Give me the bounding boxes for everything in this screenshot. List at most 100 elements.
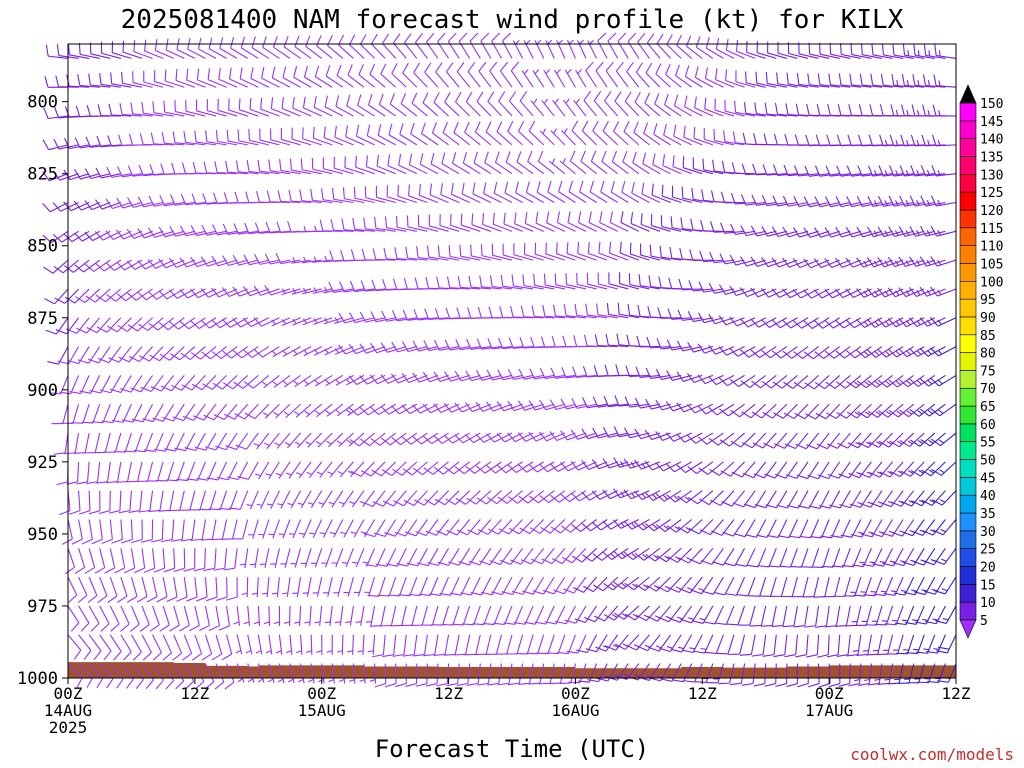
barb-shaft — [570, 160, 587, 175]
barb-shaft — [365, 228, 386, 232]
barb-shaft — [520, 547, 534, 565]
wind-barb — [394, 519, 418, 537]
barb-full-flag — [476, 91, 484, 102]
wind-barb — [761, 226, 787, 237]
barb-full-flag — [76, 481, 88, 485]
barb-shaft — [236, 663, 245, 683]
wind-barb — [300, 158, 322, 175]
barb-shaft — [251, 47, 270, 59]
barb-shaft — [161, 519, 164, 540]
wind-barb — [185, 99, 206, 117]
wind-barb — [697, 403, 724, 415]
barb-half-flag — [340, 531, 347, 535]
barb-shaft — [309, 461, 323, 479]
wind-barb — [825, 605, 841, 628]
barb-full-flag — [222, 223, 229, 235]
barb-shaft — [164, 111, 185, 117]
barb-shaft — [421, 133, 439, 146]
barb-shaft — [611, 161, 629, 175]
barb-shaft — [598, 252, 618, 261]
wind-barb — [493, 605, 513, 626]
wind-barb — [511, 274, 534, 290]
barb-shaft — [276, 432, 291, 449]
wind-barb — [180, 346, 206, 360]
barb-half-flag — [302, 318, 308, 324]
barb-shaft — [173, 634, 183, 654]
wind-barb — [42, 230, 69, 244]
barb-shaft — [368, 104, 386, 117]
barb-shaft — [48, 55, 69, 59]
wind-barb — [661, 184, 682, 204]
barb-shaft — [487, 663, 492, 684]
barb-full-flag — [416, 562, 429, 567]
barb-full-flag — [666, 525, 677, 533]
barb-shaft — [389, 432, 407, 446]
wind-barb — [412, 461, 439, 476]
barb-shaft — [454, 490, 471, 505]
wind-barb — [558, 180, 576, 203]
barb-shaft — [543, 69, 555, 88]
barb-full-flag — [475, 401, 484, 412]
wind-barb — [541, 547, 566, 565]
barb-half-flag — [357, 650, 364, 653]
barb-shaft — [355, 346, 375, 355]
barb-full-flag — [441, 152, 446, 164]
wind-barb — [411, 92, 428, 117]
wind-barb — [257, 159, 280, 175]
barb-full-flag — [765, 72, 768, 84]
barb-full-flag — [253, 285, 261, 296]
wind-barb — [336, 432, 354, 447]
barb-full-flag — [149, 164, 155, 176]
barb-full-flag — [794, 412, 806, 420]
wind-barb — [486, 461, 513, 474]
barb-shaft — [626, 71, 640, 88]
barb-full-flag — [369, 342, 378, 354]
barb-full-flag — [250, 67, 254, 79]
barb-shaft — [379, 432, 397, 446]
barb-half-flag — [316, 650, 322, 653]
barb-shaft — [259, 139, 280, 146]
barb-full-flag — [370, 438, 381, 446]
barb-shaft — [399, 133, 418, 146]
barb-shaft — [262, 346, 280, 358]
wind-barb — [743, 102, 766, 117]
barb-full-flag — [634, 428, 642, 439]
wind-barb — [226, 129, 248, 146]
barb-half-flag — [335, 409, 341, 415]
barb-shaft — [693, 317, 713, 323]
barb-shaft — [577, 252, 597, 261]
barb-full-flag — [198, 625, 210, 632]
barb-shaft — [567, 222, 587, 232]
barb-full-flag — [52, 202, 61, 212]
wind-barb — [234, 403, 259, 420]
barb-shaft — [152, 577, 158, 597]
barb-full-flag — [582, 397, 588, 409]
barb-full-flag — [338, 344, 346, 355]
wind-barb — [425, 519, 450, 536]
barb-shaft — [643, 132, 661, 146]
wind-barb — [577, 39, 587, 59]
wind-barb — [314, 403, 333, 418]
wind-barb — [828, 663, 841, 688]
wind-barb — [121, 71, 143, 88]
barb-full-flag — [499, 306, 504, 318]
wind-barb — [362, 548, 376, 567]
barb-shaft — [672, 166, 692, 175]
barb-full-flag — [424, 498, 435, 506]
barb-shaft — [556, 39, 566, 59]
wind-barb — [259, 128, 280, 146]
barb-shaft — [117, 461, 122, 482]
barb-shaft — [577, 432, 597, 440]
barb-shaft — [811, 317, 830, 329]
wind-barb — [803, 317, 830, 329]
wind-barb — [59, 375, 80, 395]
wind-barb — [79, 375, 101, 394]
barb-half-flag — [347, 650, 353, 653]
barb-shaft — [653, 133, 671, 146]
wind-barb — [444, 371, 470, 382]
barb-shaft — [578, 461, 597, 471]
barb-full-flag — [645, 554, 656, 562]
barb-shaft — [103, 259, 122, 272]
barb-half-flag — [303, 379, 309, 385]
barb-shaft — [547, 191, 566, 203]
